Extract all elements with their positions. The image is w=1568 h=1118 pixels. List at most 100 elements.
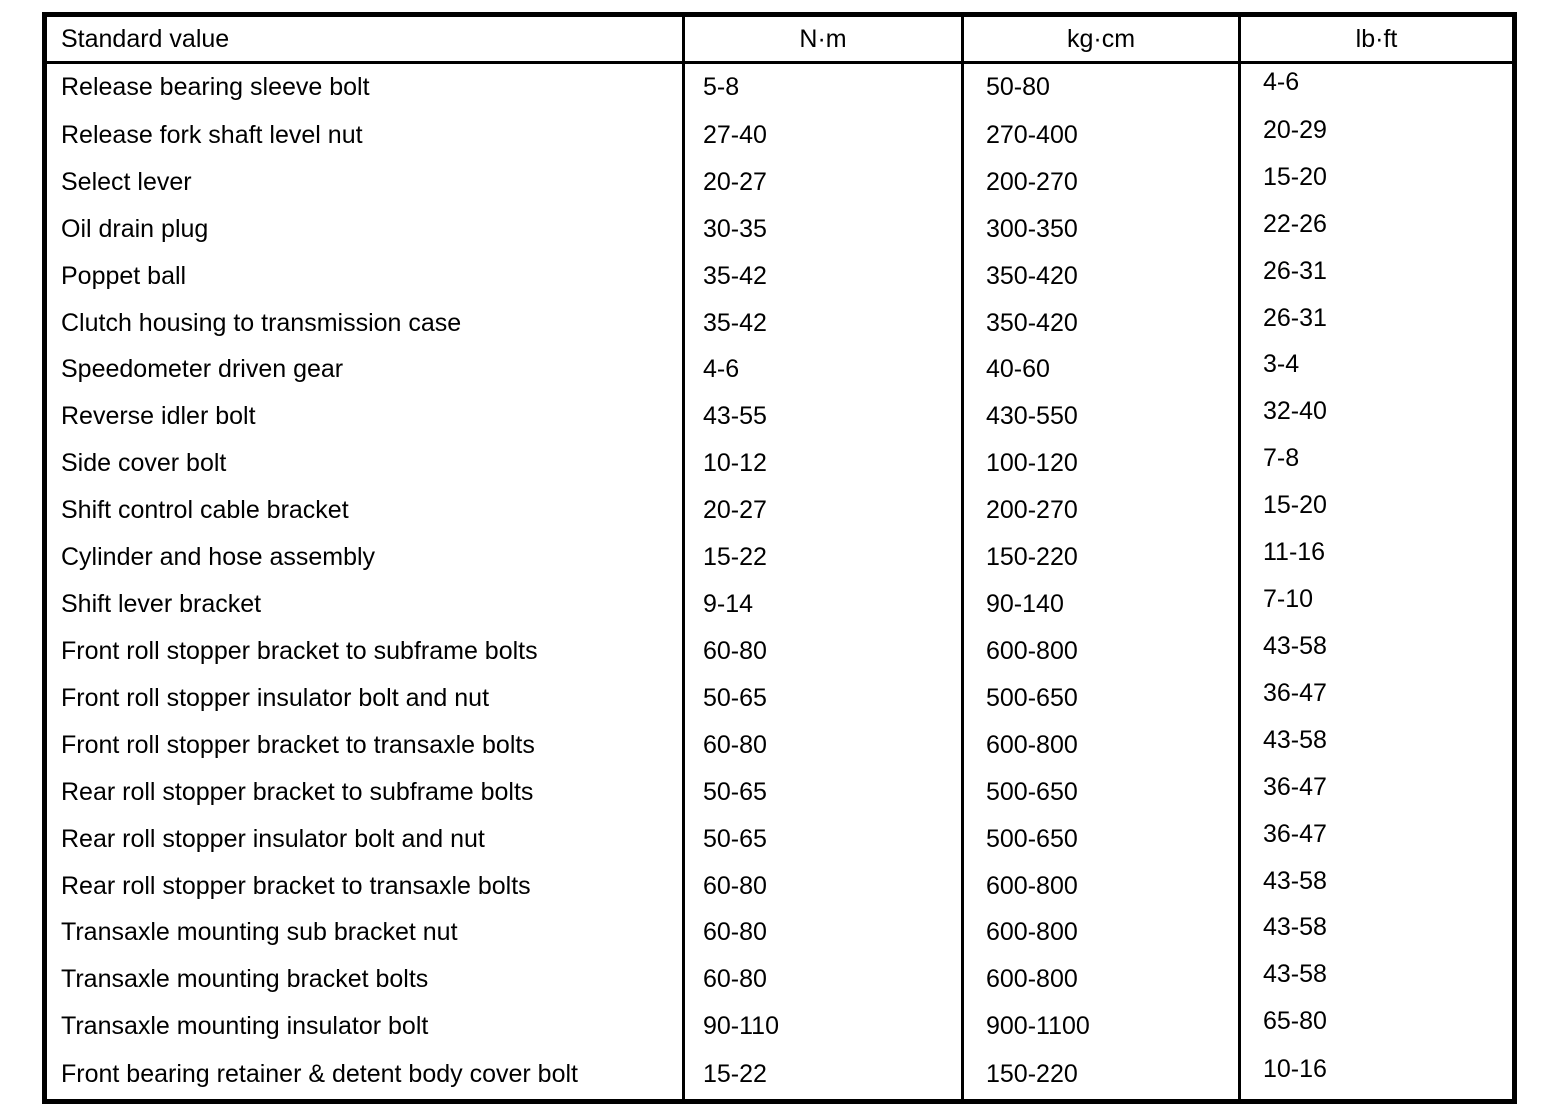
cell-kgcm-value: 430-550 [962,393,1241,441]
table-row: Front roll stopper bracket to transaxle … [44,721,1515,769]
cell-lbft-value: 36-47 [1240,675,1515,722]
cell-nm-value: 15-22 [683,534,964,582]
cell-nm-value: 50-65 [683,768,964,816]
lbft-value-text: 10-16 [1263,1055,1327,1084]
table-row: Release fork shaft level nut 27-40 270-4… [44,111,1515,159]
table-row: Front bearing retainer & detent body cov… [44,1050,1515,1102]
table-row: Rear roll stopper insulator bolt and nut… [44,815,1515,863]
cell-nm-value: 60-80 [683,956,964,1004]
table-row: Poppet ball 35-42 350-420 26-31 [44,252,1515,300]
cell-kgcm-value: 100-120 [962,440,1241,488]
lbft-value-text: 43-58 [1263,960,1327,989]
table-row: Oil drain plug 30-35 300-350 22-26 [44,205,1515,253]
cell-nm-value: 50-65 [683,815,964,863]
table-row: Rear roll stopper bracket to transaxle b… [44,862,1515,910]
cell-part-name: Release fork shaft level nut [44,111,685,159]
table-row: Transaxle mounting bracket bolts 60-80 6… [44,956,1515,1004]
lbft-value-text: 22-26 [1263,209,1327,238]
lbft-value-text: 26-31 [1263,303,1327,332]
cell-nm-value: 4-6 [683,346,964,394]
lbft-value-text: 43-58 [1263,725,1327,754]
cell-lbft-value: 15-20 [1240,159,1515,206]
cell-kgcm-value: 150-220 [962,1050,1241,1102]
cell-nm-value: 60-80 [683,628,964,675]
cell-kgcm-value: 500-650 [962,674,1241,722]
table-row: Transaxle mounting insulator bolt 90-110… [44,1003,1515,1051]
cell-lbft-value: 4-6 [1240,63,1515,112]
cell-lbft-value: 22-26 [1240,206,1515,253]
cell-part-name: Rear roll stopper bracket to subframe bo… [44,768,685,816]
cell-part-name: Front roll stopper insulator bolt and nu… [44,674,685,722]
torque-spec-table: Standard value N·m kg·cm lb·ft Release b… [42,12,1517,1104]
cell-kgcm-value: 200-270 [962,487,1241,535]
cell-nm-value: 20-27 [683,487,964,535]
cell-lbft-value: 43-58 [1240,722,1515,769]
lbft-value-text: 11-16 [1263,538,1326,567]
cell-lbft-value: 36-47 [1240,816,1515,863]
cell-kgcm-value: 600-800 [962,862,1241,910]
cell-kgcm-value: 270-400 [962,111,1241,159]
lbft-value-text: 43-58 [1263,913,1327,942]
lbft-value-text: 4-6 [1263,68,1300,97]
cell-kgcm-value: 600-800 [962,909,1241,957]
cell-nm-value: 15-22 [683,1050,964,1102]
cell-nm-value: 20-27 [683,158,964,206]
table-row: Speedometer driven gear 4-6 40-60 3-4 [44,346,1515,394]
cell-nm-value: 50-65 [683,674,964,722]
cell-part-name: Release bearing sleeve bolt [44,62,685,112]
cell-part-name: Front roll stopper bracket to subframe b… [44,628,685,675]
cell-part-name: Rear roll stopper bracket to transaxle b… [44,862,685,910]
lbft-value-text: 3-4 [1263,350,1300,379]
cell-nm-value: 60-80 [683,862,964,910]
table-row: Shift control cable bracket 20-27 200-27… [44,487,1515,535]
cell-part-name: Rear roll stopper insulator bolt and nut [44,815,685,863]
cell-lbft-value: 43-58 [1240,863,1515,910]
lbft-value-text: 36-47 [1263,819,1327,848]
cell-nm-value: 27-40 [683,111,964,159]
cell-nm-value: 35-42 [683,252,964,300]
lbft-value-text: 32-40 [1263,397,1327,426]
cell-nm-value: 90-110 [683,1003,964,1051]
cell-nm-value: 35-42 [683,299,964,347]
table-row: Shift lever bracket 9-14 90-140 7-10 [44,581,1515,628]
cell-lbft-value: 26-31 [1240,253,1515,300]
lbft-value-text: 36-47 [1263,772,1327,801]
cell-nm-value: 9-14 [683,581,964,628]
cell-kgcm-value: 600-800 [962,956,1241,1004]
cell-kgcm-value: 500-650 [962,815,1241,863]
column-header-standard-value: Standard value [44,14,685,64]
cell-lbft-value: 65-80 [1240,1003,1515,1050]
cell-kgcm-value: 50-80 [962,62,1241,112]
cell-part-name: Front roll stopper bracket to transaxle … [44,721,685,769]
lbft-value-text: 20-29 [1263,115,1327,144]
cell-kgcm-value: 600-800 [962,721,1241,769]
lbft-value-text: 7-8 [1263,444,1300,473]
cell-lbft-value: 43-58 [1240,628,1515,675]
cell-kgcm-value: 350-420 [962,299,1241,347]
cell-kgcm-value: 900-1100 [962,1003,1241,1051]
cell-kgcm-value: 500-650 [962,768,1241,816]
cell-lbft-value: 36-47 [1240,769,1515,816]
cell-part-name: Transaxle mounting insulator bolt [44,1003,685,1051]
table-row: Front roll stopper insulator bolt and nu… [44,674,1515,722]
lbft-value-text: 15-20 [1263,491,1327,520]
cell-lbft-value: 43-58 [1240,910,1515,957]
cell-kgcm-value: 200-270 [962,158,1241,206]
cell-part-name: Oil drain plug [44,205,685,253]
cell-part-name: Side cover bolt [44,440,685,488]
cell-lbft-value: 10-16 [1240,1050,1515,1101]
cell-part-name: Poppet ball [44,252,685,300]
cell-lbft-value: 7-8 [1240,440,1515,487]
column-header-nm: N·m [683,14,964,64]
cell-part-name: Reverse idler bolt [44,393,685,441]
cell-kgcm-value: 90-140 [962,581,1241,628]
cell-part-name: Shift lever bracket [44,581,685,628]
lbft-value-text: 36-47 [1263,678,1327,707]
table-row: Cylinder and hose assembly 15-22 150-220… [44,534,1515,582]
cell-part-name: Cylinder and hose assembly [44,534,685,582]
cell-part-name: Front bearing retainer & detent body cov… [44,1050,685,1102]
cell-nm-value: 10-12 [683,440,964,488]
cell-kgcm-value: 600-800 [962,628,1241,675]
cell-part-name: Clutch housing to transmission case [44,299,685,347]
